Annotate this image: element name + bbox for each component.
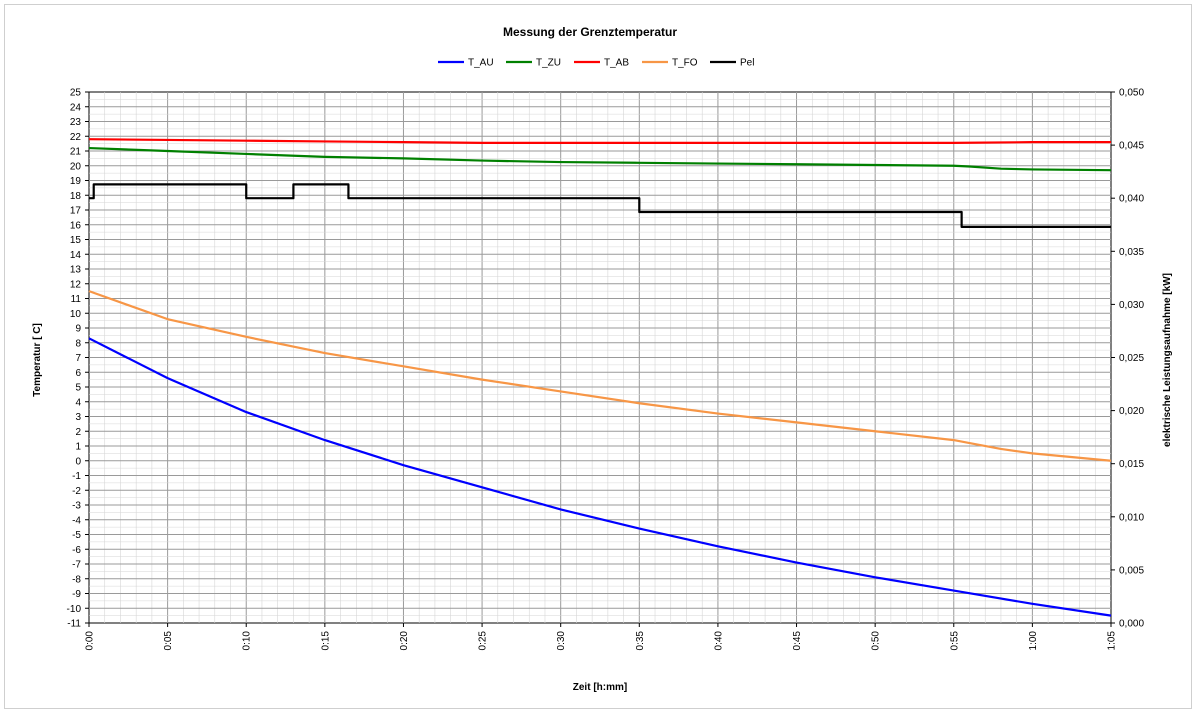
series-line-t-ab <box>88 138 1111 144</box>
y-axis-left: 2524232221201918171615141312111098765432… <box>67 88 89 630</box>
y2-tick-label: 0,030 <box>1119 300 1144 311</box>
legend: T_AU T_ZU T_AB T_FO Pel <box>438 58 754 69</box>
x-tick-label: 0:05 <box>163 631 174 651</box>
series-line-t-zu <box>88 146 1112 172</box>
y-tick-label: 17 <box>70 206 82 217</box>
y-tick-label: -10 <box>67 604 82 615</box>
chart-frame <box>4 4 1192 709</box>
x-tick-label: 0:00 <box>85 631 96 651</box>
y2-tick-label: 0,045 <box>1119 141 1144 152</box>
y-tick-label: 13 <box>70 265 82 276</box>
legend-label-t-au: T_AU <box>468 58 494 69</box>
y-tick-label: 14 <box>70 250 82 261</box>
y-tick-label: 15 <box>70 235 82 246</box>
y-tick-label: 4 <box>75 397 81 408</box>
y2-axis-title: elektrische Leistungsaufnahme [kW] <box>1162 273 1173 447</box>
y2-tick-label: 0,005 <box>1119 565 1144 576</box>
x-tick-label: 1:00 <box>1028 631 1039 651</box>
legend-label-pel: Pel <box>740 58 754 69</box>
x-tick-label: 0:30 <box>556 631 567 651</box>
y-tick-label: 23 <box>70 117 82 128</box>
x-tick-label: 0:20 <box>399 631 410 651</box>
y-tick-label: 16 <box>70 220 82 231</box>
y-tick-label: -8 <box>72 574 81 585</box>
chart-title: Messung der Grenztemperatur <box>503 25 677 39</box>
series-line-pel <box>89 183 1111 228</box>
series-line-t-au <box>88 337 1112 617</box>
y2-tick-label: 0,035 <box>1119 247 1144 258</box>
y-tick-label: -6 <box>72 545 81 556</box>
y2-tick-label: 0,020 <box>1119 406 1144 417</box>
y-tick-label: 12 <box>70 279 82 290</box>
y-tick-label: -5 <box>72 530 81 541</box>
y-tick-label: 8 <box>75 338 81 349</box>
plot-grid <box>88 91 1112 624</box>
y-tick-label: -4 <box>72 515 81 526</box>
x-tick-label: 0:15 <box>320 631 331 651</box>
y-tick-label: 2 <box>75 427 81 438</box>
y-tick-label: 19 <box>70 176 82 187</box>
y-tick-label: 5 <box>75 383 81 394</box>
x-tick-label: 1:05 <box>1107 631 1118 651</box>
y-axis-right: 0,050 0,045 0,040 0,035 0,030 0,025 0,020 0,015… <box>1111 88 1144 630</box>
y-tick-label: 0 <box>75 456 81 467</box>
x-axis: 0:00 0:05 0:10 0:15 0:20 0:25 0:30 0:35 0:40 0:45… <box>85 623 1118 650</box>
y-tick-label: 24 <box>70 102 82 113</box>
legend-label-t-fo: T_FO <box>672 58 698 69</box>
x-tick-label: 0:25 <box>478 631 489 651</box>
y-tick-label: 9 <box>75 324 81 335</box>
y-tick-label: 10 <box>70 309 82 320</box>
x-tick-label: 0:55 <box>949 631 960 651</box>
y-tick-label: 6 <box>75 368 81 379</box>
y-tick-label: -3 <box>72 501 81 512</box>
y-tick-label: -1 <box>72 471 81 482</box>
series-line-t-fo <box>88 290 1112 462</box>
y-tick-label: -11 <box>67 619 81 630</box>
series-layer <box>88 138 1112 617</box>
y2-tick-label: 0,010 <box>1119 512 1144 523</box>
y-axis-title: Temperatur [ C] <box>32 323 43 397</box>
x-tick-label: 0:35 <box>635 631 646 651</box>
x-tick-label: 0:50 <box>871 631 882 651</box>
y-tick-label: -9 <box>72 589 81 600</box>
x-tick-label: 0:10 <box>242 631 253 651</box>
y2-tick-label: 0,015 <box>1119 459 1144 470</box>
y-tick-label: 22 <box>70 132 82 143</box>
y-tick-label: 3 <box>75 412 81 423</box>
y2-tick-label: 0,050 <box>1119 88 1144 99</box>
legend-label-t-zu: T_ZU <box>536 58 561 69</box>
x-tick-label: 0:45 <box>792 631 803 651</box>
y-tick-label: 11 <box>71 294 82 305</box>
y2-tick-label: 0,040 <box>1119 194 1144 205</box>
y-tick-label: 25 <box>70 88 82 99</box>
y-tick-label: 20 <box>70 161 82 172</box>
y2-tick-label: 0,025 <box>1119 353 1144 364</box>
y-tick-label: -2 <box>72 486 81 497</box>
x-tick-label: 0:40 <box>713 631 724 651</box>
legend-label-t-ab: T_AB <box>604 58 629 69</box>
y-tick-label: -7 <box>72 560 81 571</box>
x-axis-title: Zeit [h:mm] <box>573 682 627 693</box>
y-tick-label: 18 <box>70 191 82 202</box>
y-tick-label: 7 <box>75 353 81 364</box>
y2-tick-label: 0,000 <box>1119 619 1144 630</box>
y-tick-label: 1 <box>75 442 81 453</box>
y-tick-label: 21 <box>70 147 82 158</box>
